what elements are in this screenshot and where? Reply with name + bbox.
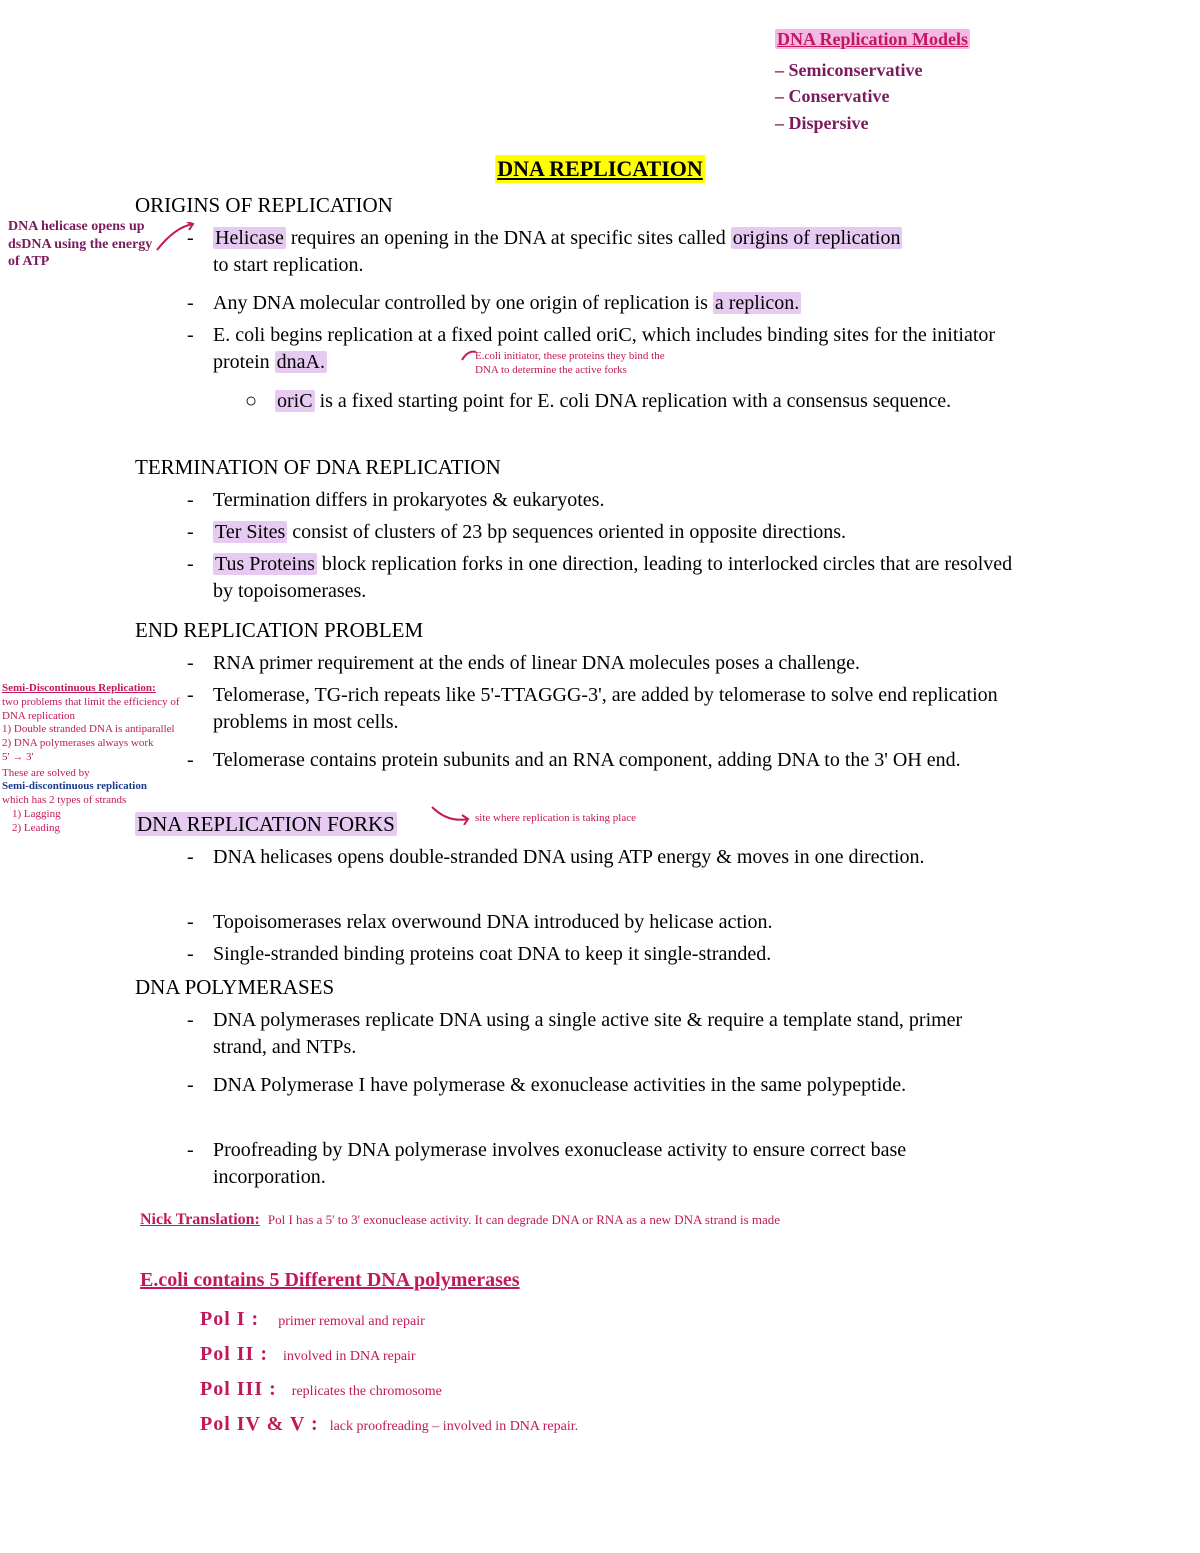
nick-translation: Nick Translation: Pol I has a 5' to 3' e… <box>140 1210 1120 1230</box>
s4-heading: DNA REPLICATION FORKS <box>135 812 397 837</box>
s3-b1: -RNA primer requirement at the ends of l… <box>185 650 1015 677</box>
s5-heading: DNA POLYMERASES <box>135 975 334 1000</box>
page-title: DNA REPLICATION <box>495 155 705 183</box>
s4-note: site where replication is taking place <box>475 812 636 826</box>
leftnote-helicase: DNA helicase opens up dsDNA using the en… <box>8 218 173 271</box>
s1-b1: - Helicase requires an opening in the DN… <box>185 225 1015 279</box>
s2-heading: TERMINATION OF DNA REPLICATION <box>135 455 501 480</box>
s4-b1: -DNA helicases opens double-stranded DNA… <box>185 844 1015 871</box>
s5-b3: -Proofreading by DNA polymerase involves… <box>185 1137 1015 1191</box>
s3-heading: END REPLICATION PROBLEM <box>135 618 423 643</box>
topnote-item-2: Conservative <box>789 86 890 106</box>
topnote: DNA Replication Models – Semiconservativ… <box>775 28 970 134</box>
s1-b2: - Any DNA molecular controlled by one or… <box>185 290 1015 317</box>
s2-b3: -Tus Proteins block replication forks in… <box>185 551 1015 605</box>
s3-b3: -Telomerase contains protein subunits an… <box>185 747 1015 774</box>
s2-b1: -Termination differs in prokaryotes & eu… <box>185 487 1015 514</box>
s4-b2: -Topoisomerases relax overwound DNA intr… <box>185 909 1015 936</box>
s1-heading: ORIGINS OF REPLICATION <box>135 193 393 218</box>
topnote-item-1: Semiconservative <box>789 60 923 80</box>
s3-b2: -Telomerase, TG-rich repeats like 5'-TTA… <box>185 682 1015 736</box>
dnaa-note: E.coli initiator, these proteins they bi… <box>475 350 735 378</box>
topnote-heading: DNA Replication Models <box>775 29 970 49</box>
s4-b3: -Single-stranded binding proteins coat D… <box>185 941 1015 968</box>
s5-b2: -DNA Polymerase I have polymerase & exon… <box>185 1072 1015 1099</box>
s5-b1: -DNA polymerases replicate DNA using a s… <box>185 1007 1015 1061</box>
s2-b2: -Ter Sites consist of clusters of 23 bp … <box>185 519 1015 546</box>
s1-sub1: ○ oriC is a fixed starting point for E. … <box>245 388 1015 415</box>
topnote-item-3: Dispersive <box>789 113 869 133</box>
ecoli-polymerases: E.coli contains 5 Different DNA polymera… <box>140 1268 1040 1437</box>
